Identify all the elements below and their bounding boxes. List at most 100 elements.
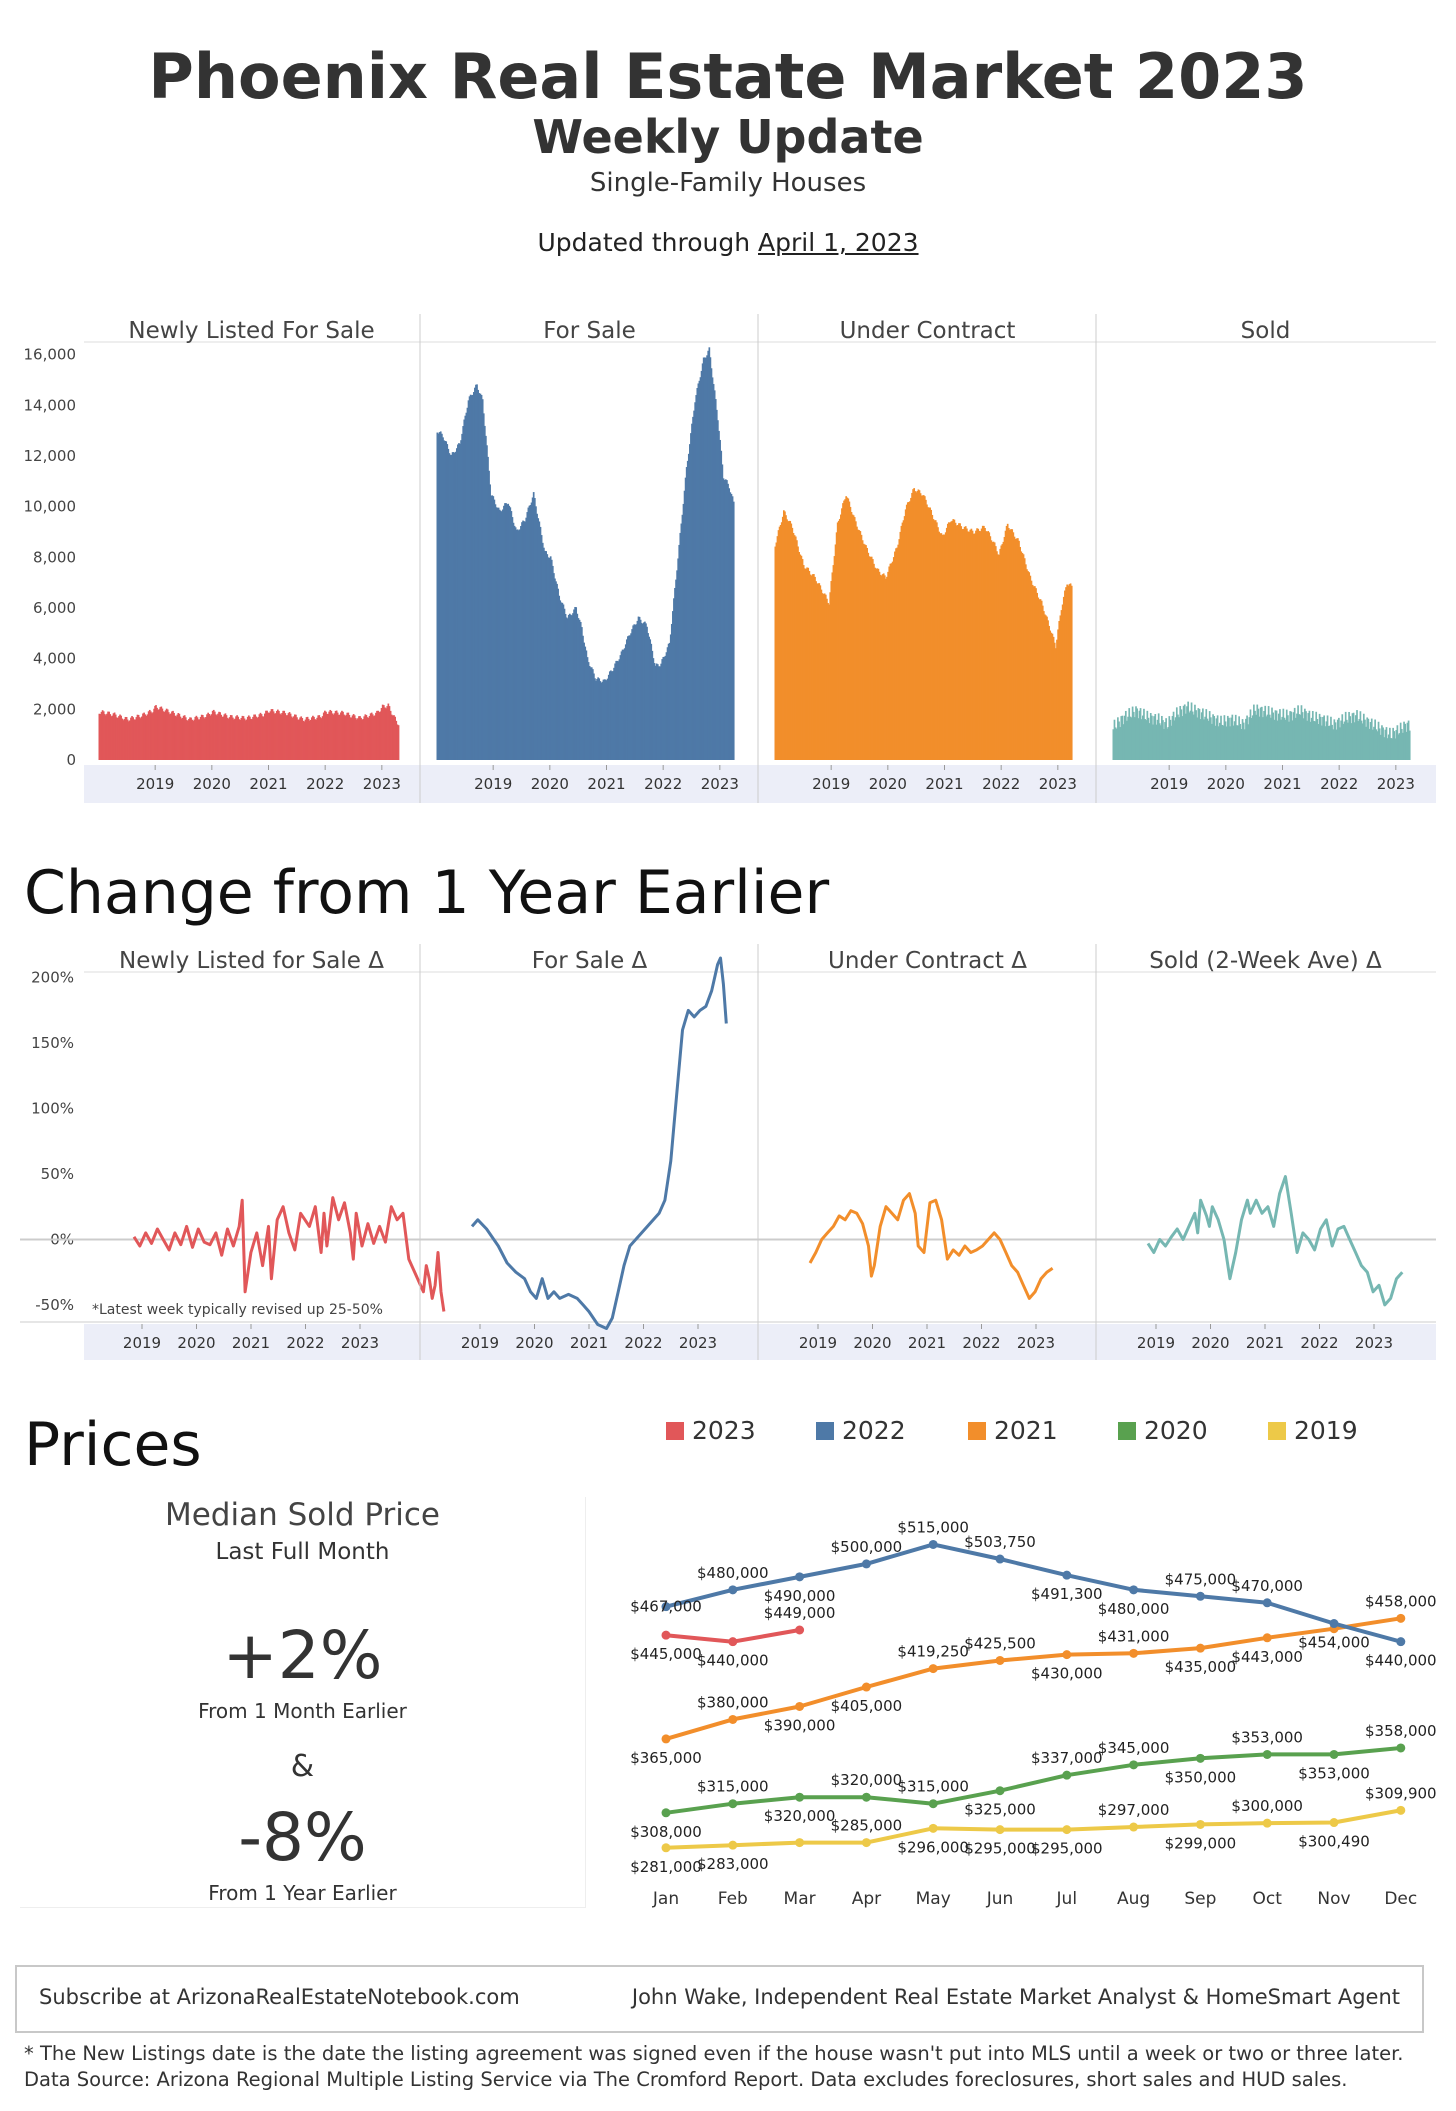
bar	[1200, 712, 1203, 760]
bar	[828, 604, 831, 760]
bar	[469, 394, 472, 760]
bar	[1166, 728, 1169, 760]
data-label: $480,000	[1098, 1600, 1170, 1618]
bar	[1247, 724, 1250, 760]
bar	[992, 541, 995, 760]
bar	[304, 719, 307, 760]
bar	[823, 593, 826, 760]
bar	[624, 644, 627, 760]
bar	[685, 467, 688, 760]
bar	[1036, 592, 1038, 760]
bar	[697, 383, 700, 760]
bar	[1378, 728, 1381, 760]
bar	[1120, 716, 1123, 760]
bar	[531, 497, 534, 760]
bar	[465, 412, 468, 760]
bar	[1048, 625, 1050, 760]
bar	[886, 576, 888, 760]
data-label: $308,000	[630, 1823, 702, 1841]
bar	[1408, 730, 1411, 760]
bar	[595, 680, 597, 760]
bar	[1009, 529, 1011, 760]
bar	[367, 717, 370, 760]
bar	[1209, 717, 1212, 760]
bar	[1206, 718, 1209, 760]
year-change-line-chart: -50%0%50%100%150%200%Newly Listed for Sa…	[20, 944, 1436, 1360]
bar	[1158, 723, 1161, 760]
bar	[1230, 717, 1233, 760]
bar	[849, 506, 852, 760]
bar	[1294, 717, 1297, 760]
bar	[1298, 714, 1301, 760]
bar	[1334, 722, 1337, 760]
bar	[319, 717, 322, 760]
bar	[1283, 717, 1286, 760]
panel-title: Newly Listed for Sale Δ	[119, 948, 384, 974]
bar	[499, 510, 502, 760]
bar	[496, 507, 499, 760]
bar	[462, 426, 465, 760]
bar	[1257, 708, 1260, 760]
updated-date[interactable]: April 1, 2023	[758, 228, 919, 257]
bar	[1213, 716, 1216, 760]
point-2020	[1129, 1760, 1139, 1770]
bar	[243, 718, 246, 760]
bar	[1390, 738, 1392, 760]
bar	[589, 667, 592, 760]
bar	[392, 715, 394, 760]
bar	[625, 639, 628, 760]
bar	[261, 716, 264, 760]
bar	[676, 570, 678, 760]
bar	[201, 714, 204, 760]
bar	[1152, 724, 1154, 760]
bar	[1157, 713, 1160, 760]
bar	[1310, 717, 1313, 760]
bar	[1183, 704, 1186, 760]
bar	[709, 357, 712, 760]
bar	[788, 520, 791, 760]
bar	[166, 709, 169, 760]
y-tick-label: 10,000	[24, 498, 77, 516]
bar	[466, 407, 469, 760]
bar	[1403, 721, 1405, 760]
bar	[385, 708, 387, 760]
point-2019	[1195, 1819, 1205, 1829]
bar	[888, 566, 891, 760]
bar	[447, 448, 450, 760]
x-tick-label: 2020	[193, 775, 231, 793]
legend-swatch	[666, 1422, 684, 1440]
bar	[514, 527, 517, 760]
point-2022	[1396, 1637, 1406, 1647]
bar	[1291, 720, 1294, 760]
bar	[972, 533, 975, 760]
bar	[1299, 714, 1302, 760]
bar	[1208, 711, 1211, 760]
bar	[136, 714, 139, 760]
x-tick-label: 2023	[1039, 775, 1077, 793]
bar	[1165, 718, 1167, 760]
point-2021	[728, 1714, 738, 1724]
bar	[556, 583, 558, 760]
bar	[882, 573, 885, 760]
point-2020	[861, 1792, 871, 1802]
x-tick-label: 2023	[1355, 1334, 1393, 1352]
bar	[437, 433, 440, 760]
subscribe-link[interactable]: Subscribe at ArizonaRealEstateNotebook.c…	[39, 1985, 520, 2009]
bar	[284, 713, 287, 760]
bar	[115, 717, 118, 760]
bar	[260, 714, 263, 760]
bar	[1117, 717, 1119, 760]
bar	[218, 711, 220, 760]
data-label: $390,000	[764, 1716, 836, 1734]
bar	[1387, 734, 1390, 760]
bar	[444, 440, 446, 760]
bar	[1067, 585, 1070, 760]
bar	[564, 613, 567, 760]
series-line-2021	[665, 1616, 1402, 1741]
bar	[948, 522, 950, 760]
bar	[445, 441, 448, 760]
bar	[1241, 719, 1244, 760]
bar	[801, 559, 804, 760]
bar	[1014, 538, 1017, 760]
point-2022	[1129, 1585, 1139, 1595]
